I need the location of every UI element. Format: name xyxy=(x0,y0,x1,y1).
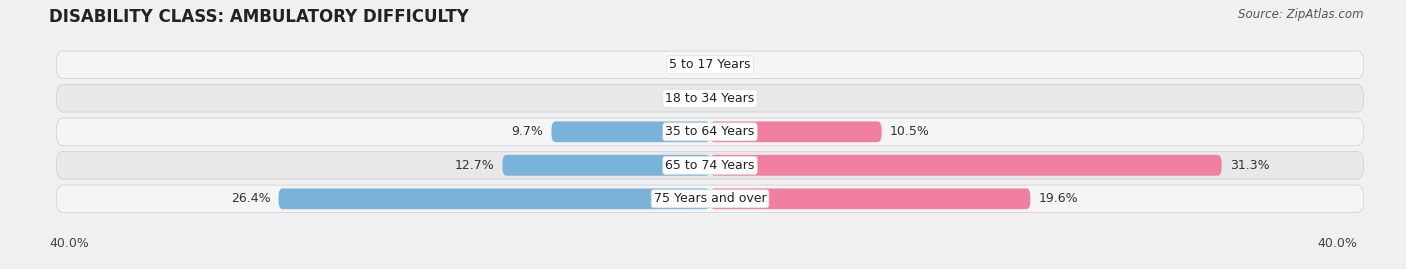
Text: Source: ZipAtlas.com: Source: ZipAtlas.com xyxy=(1239,8,1364,21)
FancyBboxPatch shape xyxy=(56,118,1364,146)
Text: 40.0%: 40.0% xyxy=(49,237,89,250)
Text: 65 to 74 Years: 65 to 74 Years xyxy=(665,159,755,172)
Text: DISABILITY CLASS: AMBULATORY DIFFICULTY: DISABILITY CLASS: AMBULATORY DIFFICULTY xyxy=(49,8,470,26)
Text: 0.0%: 0.0% xyxy=(718,92,751,105)
Text: 10.5%: 10.5% xyxy=(890,125,929,138)
Text: 5 to 17 Years: 5 to 17 Years xyxy=(669,58,751,71)
Text: 31.3%: 31.3% xyxy=(1230,159,1270,172)
FancyBboxPatch shape xyxy=(710,188,1031,209)
FancyBboxPatch shape xyxy=(502,155,710,176)
Text: 18 to 34 Years: 18 to 34 Years xyxy=(665,92,755,105)
FancyBboxPatch shape xyxy=(551,121,710,142)
Text: 40.0%: 40.0% xyxy=(1317,237,1357,250)
Text: 9.7%: 9.7% xyxy=(512,125,543,138)
FancyBboxPatch shape xyxy=(56,151,1364,179)
FancyBboxPatch shape xyxy=(56,185,1364,213)
Text: 26.4%: 26.4% xyxy=(231,192,270,205)
FancyBboxPatch shape xyxy=(710,121,882,142)
FancyBboxPatch shape xyxy=(56,51,1364,79)
Text: 75 Years and over: 75 Years and over xyxy=(654,192,766,205)
Text: 19.6%: 19.6% xyxy=(1039,192,1078,205)
Text: 0.0%: 0.0% xyxy=(718,58,751,71)
Text: 35 to 64 Years: 35 to 64 Years xyxy=(665,125,755,138)
Text: 0.0%: 0.0% xyxy=(669,92,702,105)
Text: 0.0%: 0.0% xyxy=(669,58,702,71)
FancyBboxPatch shape xyxy=(278,188,710,209)
FancyBboxPatch shape xyxy=(56,84,1364,112)
Text: 12.7%: 12.7% xyxy=(454,159,495,172)
FancyBboxPatch shape xyxy=(710,155,1222,176)
